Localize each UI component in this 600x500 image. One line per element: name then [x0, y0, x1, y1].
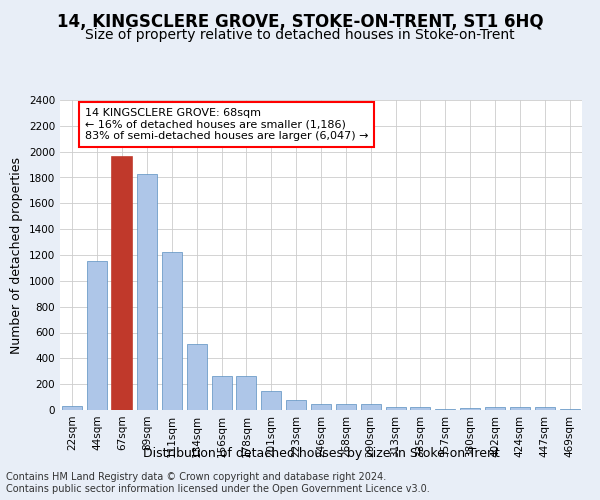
Bar — [361, 404, 380, 410]
Bar — [311, 404, 331, 410]
Bar — [510, 408, 530, 410]
Bar — [286, 400, 306, 410]
Text: Size of property relative to detached houses in Stoke-on-Trent: Size of property relative to detached ho… — [85, 28, 515, 42]
Bar — [386, 407, 406, 410]
Text: 14, KINGSCLERE GROVE, STOKE-ON-TRENT, ST1 6HQ: 14, KINGSCLERE GROVE, STOKE-ON-TRENT, ST… — [56, 12, 544, 30]
Bar — [410, 408, 430, 410]
Bar — [212, 376, 232, 410]
Text: Distribution of detached houses by size in Stoke-on-Trent: Distribution of detached houses by size … — [143, 448, 499, 460]
Bar — [162, 252, 182, 410]
Bar — [262, 390, 281, 410]
Bar — [236, 376, 256, 410]
Text: Contains public sector information licensed under the Open Government Licence v3: Contains public sector information licen… — [6, 484, 430, 494]
Bar — [187, 344, 206, 410]
Bar — [485, 408, 505, 410]
Bar — [88, 262, 107, 410]
Bar — [62, 406, 82, 410]
Bar — [336, 404, 356, 410]
Bar — [137, 174, 157, 410]
Y-axis label: Number of detached properties: Number of detached properties — [10, 156, 23, 354]
Bar — [460, 408, 480, 410]
Text: 14 KINGSCLERE GROVE: 68sqm
← 16% of detached houses are smaller (1,186)
83% of s: 14 KINGSCLERE GROVE: 68sqm ← 16% of deta… — [85, 108, 368, 141]
Bar — [436, 408, 455, 410]
Bar — [112, 157, 132, 410]
Bar — [535, 408, 554, 410]
Text: Contains HM Land Registry data © Crown copyright and database right 2024.: Contains HM Land Registry data © Crown c… — [6, 472, 386, 482]
